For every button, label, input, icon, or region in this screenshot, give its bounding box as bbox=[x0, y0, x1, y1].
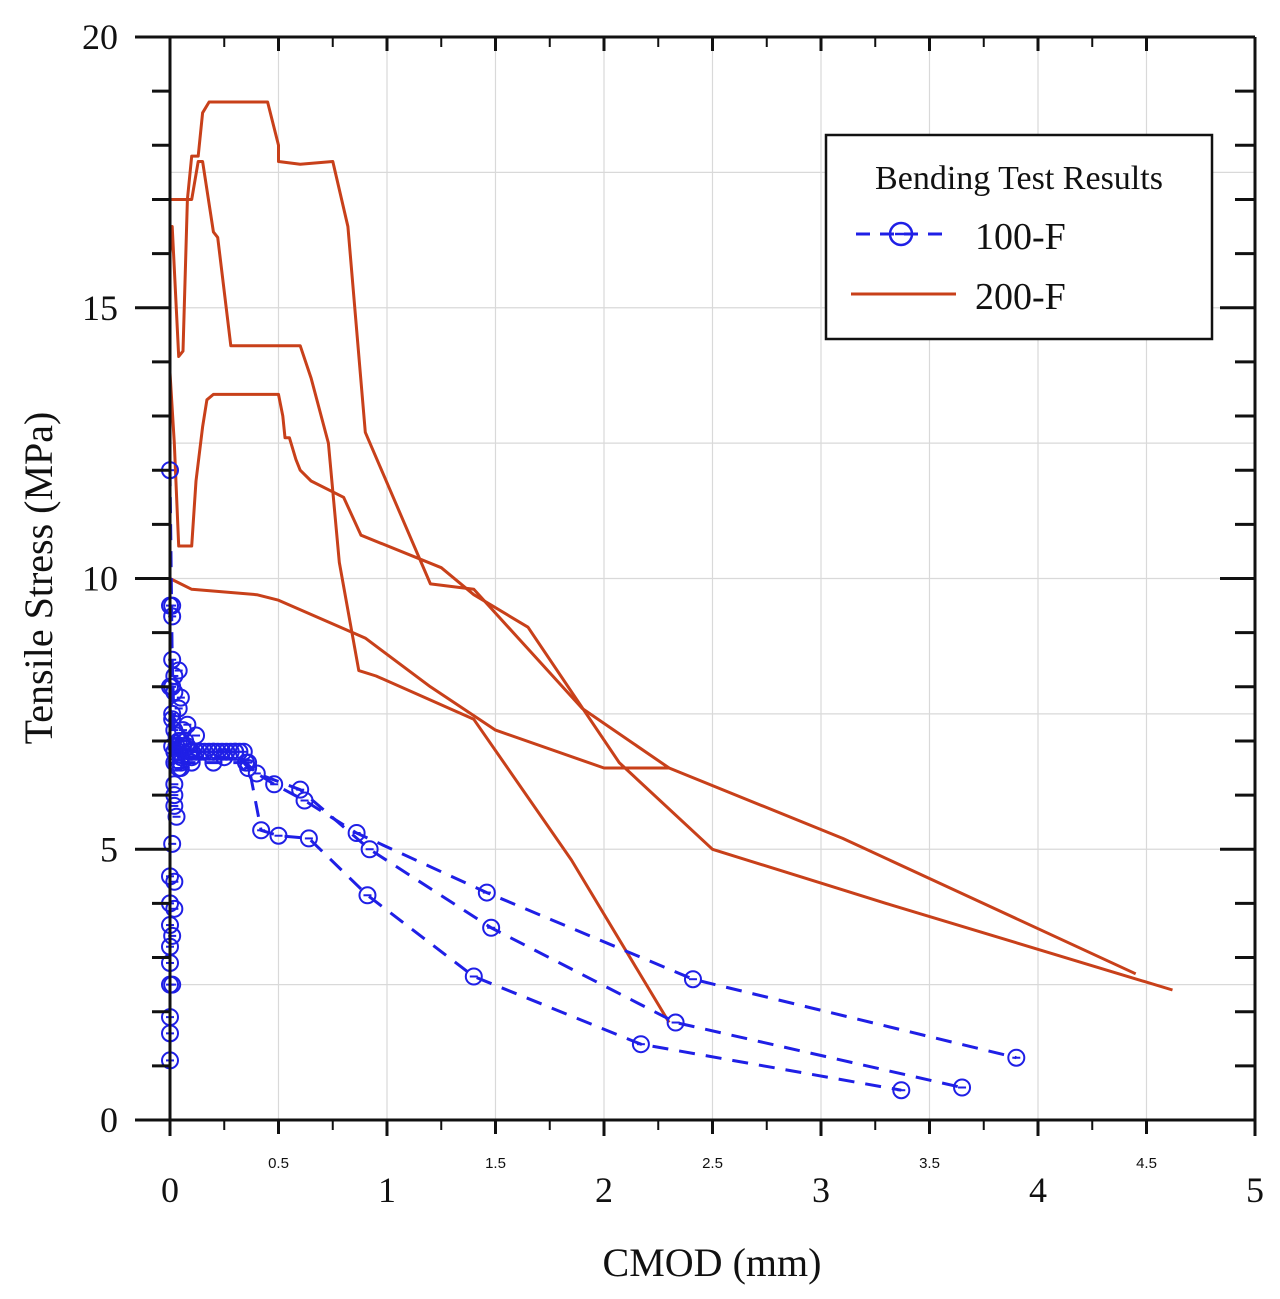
series-200-F-curve-3 bbox=[168, 372, 1173, 992]
series-100-F-point bbox=[171, 759, 190, 778]
legend-label-100-F: 100-F bbox=[975, 216, 1066, 258]
series-100-F-point bbox=[165, 872, 184, 891]
series-100-F-point bbox=[892, 1081, 911, 1100]
x-tick-label: 0 bbox=[161, 1170, 179, 1210]
legend-swatch-100-F-marker bbox=[888, 221, 914, 247]
x-tick-label: 3 bbox=[812, 1170, 830, 1210]
y-tick-label: 5 bbox=[100, 829, 118, 869]
series-100-F-point bbox=[291, 780, 310, 799]
x-tick-label: 4 bbox=[1029, 1170, 1047, 1210]
x-tick-label: 5 bbox=[1246, 1170, 1264, 1210]
series-100-F-point bbox=[666, 1013, 685, 1032]
series-100-F-point bbox=[163, 975, 182, 994]
series-100-F-point bbox=[234, 742, 253, 761]
series-100-F-point bbox=[683, 970, 702, 989]
y-tick-label: 10 bbox=[82, 559, 118, 599]
x-tick-label: 2 bbox=[595, 1170, 613, 1210]
series-100-F-point bbox=[360, 840, 379, 859]
series-100-F-point bbox=[482, 918, 501, 937]
x-minor-tick-label: 0.5 bbox=[268, 1155, 289, 1172]
series-100-F-point bbox=[178, 715, 197, 734]
series-100-F-point bbox=[163, 596, 182, 615]
y-tick-label: 20 bbox=[82, 17, 118, 57]
series-100-F-point bbox=[252, 821, 271, 840]
x-axis-title: CMOD (mm) bbox=[603, 1240, 822, 1285]
series-100-F-point bbox=[953, 1078, 972, 1097]
legend-label-200-F: 200-F bbox=[975, 276, 1066, 318]
series-100-F-curve-3 bbox=[168, 686, 902, 1092]
x-minor-tick-label: 1.5 bbox=[485, 1155, 506, 1172]
series-100-F-point bbox=[265, 775, 284, 794]
x-minor-tick-label: 2.5 bbox=[702, 1155, 723, 1172]
series-100-F-point bbox=[165, 683, 184, 702]
legend-title: Bending Test Results bbox=[875, 160, 1163, 197]
series-100-F-point bbox=[631, 1035, 650, 1054]
series-100-F-point bbox=[299, 829, 318, 848]
series-100-F-point bbox=[187, 726, 206, 745]
legend: Bending Test Results 100-F 200-F bbox=[824, 133, 1214, 341]
series-100-F-point bbox=[204, 753, 223, 772]
y-axis-title: Tensile Stress (MPa) bbox=[16, 412, 61, 745]
series-100-F-point bbox=[171, 688, 190, 707]
series-100-F-point bbox=[163, 834, 182, 853]
series-100-F-point bbox=[347, 824, 366, 843]
tick-marks bbox=[135, 35, 1257, 1136]
series-100-F-point bbox=[165, 775, 184, 794]
series-200-F-curve-4 bbox=[169, 577, 1137, 976]
series-100-F-point bbox=[269, 826, 288, 845]
series-200-F-curve-2 bbox=[168, 160, 671, 1024]
series-100-F-point bbox=[165, 796, 184, 815]
series-100-F-point bbox=[477, 883, 496, 902]
y-tick-label: 0 bbox=[100, 1100, 118, 1140]
x-tick-label: 1 bbox=[378, 1170, 396, 1210]
series-100-F-point bbox=[165, 899, 184, 918]
series-100-F-point bbox=[1007, 1048, 1026, 1067]
series-100-F-point bbox=[358, 886, 377, 905]
series-100-F-point bbox=[464, 967, 483, 986]
series-200-F-curve-1 bbox=[168, 100, 670, 770]
series-100-F-point bbox=[163, 926, 182, 945]
y-tick-label: 15 bbox=[82, 288, 118, 328]
series-100-F-point bbox=[163, 607, 182, 626]
x-minor-tick-label: 4.5 bbox=[1136, 1155, 1157, 1172]
series-100-F-point bbox=[247, 764, 266, 783]
x-minor-tick-label: 3.5 bbox=[919, 1155, 940, 1172]
grid bbox=[170, 37, 1255, 1120]
series-100-F-point bbox=[239, 753, 258, 772]
